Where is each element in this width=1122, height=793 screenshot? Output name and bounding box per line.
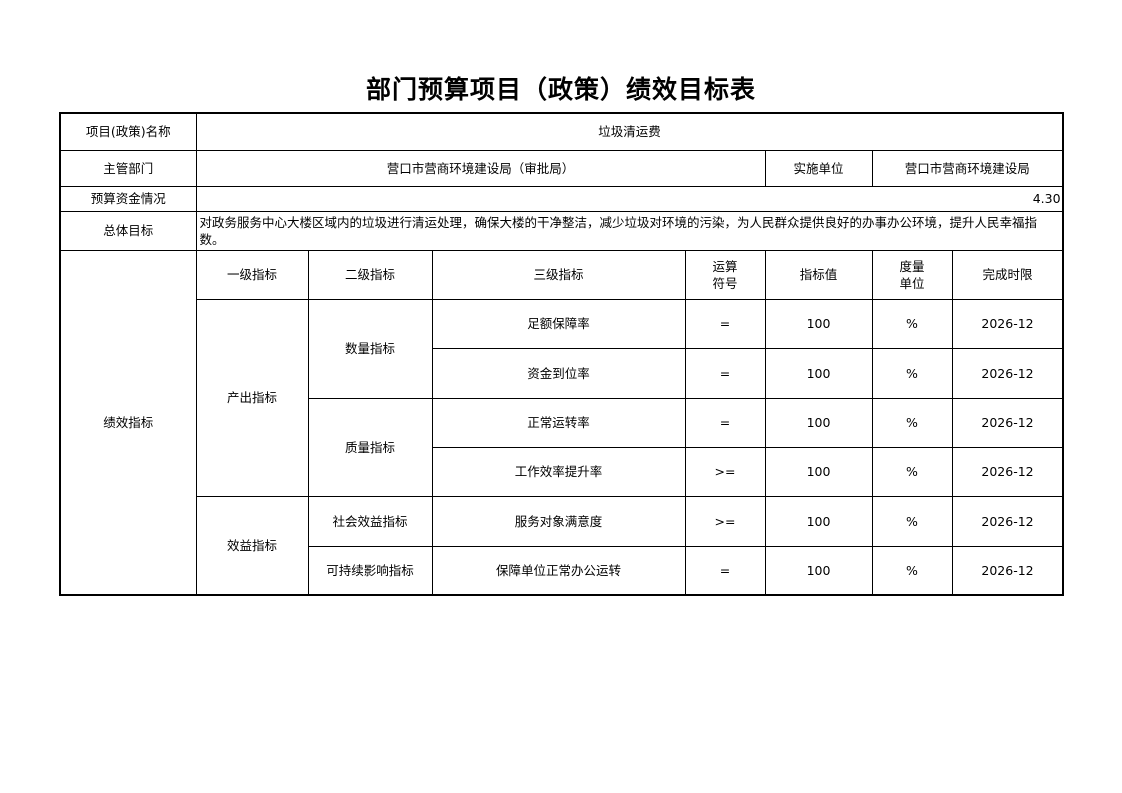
table-row: 质量指标 正常运转率 = 100 % 2026-12 — [60, 397, 1064, 497]
level2-cell: 社会效益指标 — [307, 495, 433, 547]
table-row: 产出指标 数量指标 足额保障率 = 100 % 2026-12 — [60, 298, 1064, 497]
goal-label: 总体目标 — [59, 210, 197, 251]
value-cell: 100 — [764, 495, 873, 547]
date-cell: 2026-12 — [951, 446, 1064, 497]
date-cell: 2026-12 — [951, 545, 1064, 596]
op-cell: >= — [684, 446, 766, 497]
unit-cell: % — [871, 446, 953, 497]
unit-cell: % — [871, 298, 953, 349]
budget: 4.30 — [195, 185, 1064, 212]
value-cell: 100 — [764, 347, 873, 399]
level2-cell: 可持续影响指标 — [307, 545, 433, 596]
op-cell: = — [684, 298, 766, 349]
perf-label: 绩效指标 — [59, 249, 197, 596]
goal: 对政务服务中心大楼区域内的垃圾进行清运处理，确保大楼的干净整洁，减少垃圾对环境的… — [195, 210, 1064, 251]
impl-label: 实施单位 — [764, 149, 873, 187]
level1-cell: 效益指标 — [195, 495, 309, 596]
op-cell: = — [684, 347, 766, 399]
performance-table: 项目(政策)名称 垃圾清运费 主管部门 营口市营商环境建设局（审批局） 实施单位… — [59, 112, 1065, 596]
dept: 营口市营商环境建设局（审批局） — [195, 149, 766, 187]
dept-label: 主管部门 — [59, 149, 197, 187]
date-cell: 2026-12 — [951, 397, 1064, 448]
value-cell: 100 — [764, 397, 873, 448]
value-cell: 100 — [764, 545, 873, 596]
table-row: 资金到位率 = 100 % 2026-12 — [60, 347, 1064, 399]
header-cell: 二级指标 — [307, 249, 433, 300]
level3-cell: 工作效率提升率 — [431, 446, 686, 497]
project-name-label: 项目(政策)名称 — [59, 112, 197, 151]
value-cell: 100 — [764, 446, 873, 497]
level2-cell: 数量指标 — [307, 298, 433, 399]
date-cell: 2026-12 — [951, 495, 1064, 547]
value-cell: 100 — [764, 298, 873, 349]
table-row: 效益指标 社会效益指标 服务对象满意度 >= 100 % 2026-12 — [60, 495, 1064, 596]
level1-cell: 产出指标 — [195, 298, 309, 497]
level3-cell: 服务对象满意度 — [431, 495, 686, 547]
level3-cell: 足额保障率 — [431, 298, 686, 349]
budget-label: 预算资金情况 — [59, 185, 197, 212]
level3-cell: 正常运转率 — [431, 397, 686, 448]
unit-cell: % — [871, 397, 953, 448]
op-cell: = — [684, 545, 766, 596]
page-title: 部门预算项目（政策）绩效目标表 — [365, 75, 756, 104]
unit-cell: % — [871, 347, 953, 399]
unit-cell: % — [871, 495, 953, 547]
table-row: 可持续影响指标 保障单位正常办公运转 = 100 % 2026-12 — [60, 545, 1064, 596]
header-cell: 完成时限 — [951, 249, 1064, 300]
date-cell: 2026-12 — [951, 298, 1064, 349]
header-cell: 一级指标 — [195, 249, 309, 300]
date-cell: 2026-12 — [951, 347, 1064, 399]
op-cell: >= — [684, 495, 766, 547]
header-cell: 三级指标 — [431, 249, 686, 300]
header-cell: 指标值 — [764, 249, 873, 300]
level3-cell: 资金到位率 — [431, 347, 686, 399]
level2-cell: 质量指标 — [307, 397, 433, 497]
header-cell: 运算符号 — [684, 249, 766, 300]
level3-cell: 保障单位正常办公运转 — [431, 545, 686, 596]
unit-cell: % — [871, 545, 953, 596]
header-cell: 度量单位 — [871, 249, 953, 300]
table-row: 工作效率提升率 >= 100 % 2026-12 — [60, 446, 1064, 497]
impl: 营口市营商环境建设局 — [871, 149, 1064, 187]
project-name: 垃圾清运费 — [195, 112, 1064, 151]
op-cell: = — [684, 397, 766, 448]
